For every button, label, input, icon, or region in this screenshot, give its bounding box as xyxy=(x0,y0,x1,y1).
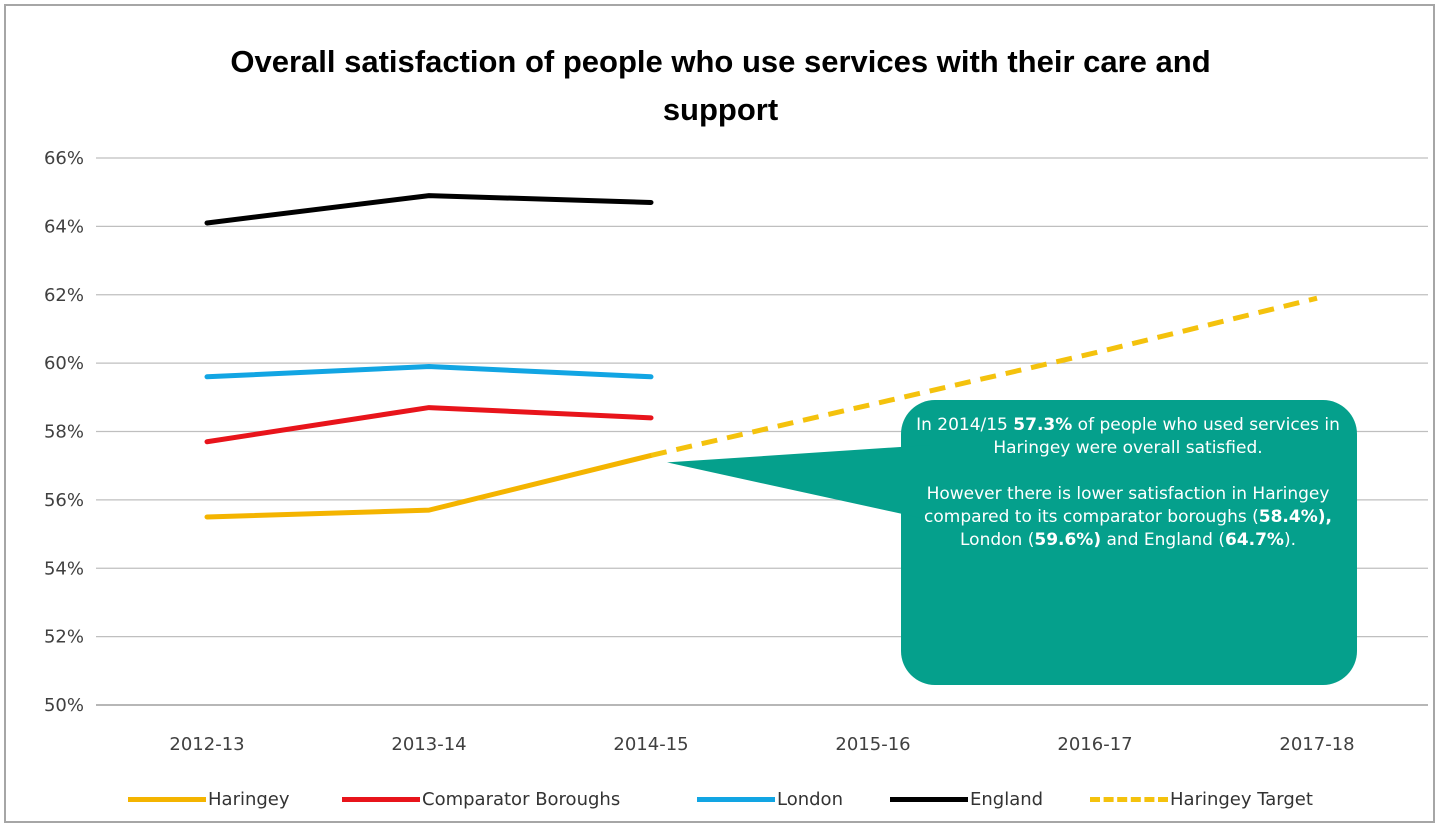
legend-swatch xyxy=(128,796,206,802)
annotation-callout: In 2014/15 57.3% of people who used serv… xyxy=(903,414,1353,552)
legend-item: London xyxy=(697,784,843,814)
legend-label: Haringey Target xyxy=(1170,788,1313,810)
legend-label: Haringey xyxy=(208,788,290,810)
legend-item: Haringey Target xyxy=(1090,784,1313,814)
annotation-text: In 2014/15 xyxy=(916,415,1014,435)
x-tick-label: 2017-18 xyxy=(1279,734,1354,755)
y-tick-label: 58% xyxy=(44,422,84,443)
annotation-highlight: 58.4%), xyxy=(1258,507,1332,527)
legend-swatch xyxy=(1090,796,1168,802)
annotation-highlight: 64.7% xyxy=(1224,530,1284,550)
series-lines xyxy=(204,193,1318,520)
chart-title-line-1: Overall satisfaction of people who use s… xyxy=(230,44,1211,79)
legend-label: England xyxy=(970,788,1044,810)
annotation-paragraph-1: In 2014/15 57.3% of people who used serv… xyxy=(903,414,1353,460)
annotation-highlight: 59.6%) xyxy=(1034,530,1102,550)
y-tick-label: 64% xyxy=(44,216,84,237)
y-tick-label: 54% xyxy=(44,558,84,579)
callout-pointer xyxy=(667,445,930,520)
x-axis-ticks: 2012-13 2013-14 2014-15 2015-16 2016-17 2017-… xyxy=(169,734,1354,755)
annotation-text: of people who used services in Haringey … xyxy=(993,415,1340,458)
chart-title-line-2: support xyxy=(662,92,779,127)
annotation-highlight: 57.3% xyxy=(1013,415,1073,435)
legend-item: Comparator Boroughs xyxy=(342,784,620,814)
chart-legend: Haringey Comparator Boroughs London England… xyxy=(0,784,1441,814)
legend-swatch xyxy=(697,796,775,802)
x-tick-label: 2012-13 xyxy=(169,734,244,755)
y-tick-label: 52% xyxy=(44,627,84,648)
annotation-text: and England ( xyxy=(1101,530,1225,550)
legend-item: England xyxy=(890,784,1043,814)
y-axis-ticks: 50% 52% 54% 56% 58% 60% 62% 64% 66% xyxy=(44,148,84,716)
legend-item: Haringey xyxy=(128,784,290,814)
series-line-england xyxy=(204,193,654,226)
legend-label: London xyxy=(777,788,843,810)
y-tick-label: 66% xyxy=(44,148,84,169)
y-tick-label: 50% xyxy=(44,695,84,716)
annotation-text: London ( xyxy=(960,530,1035,550)
legend-swatch xyxy=(890,796,968,802)
annotation-text: However there is lower satisfaction in H… xyxy=(924,484,1330,527)
annotation-paragraph-2: However there is lower satisfaction in H… xyxy=(903,483,1353,552)
x-tick-label: 2016-17 xyxy=(1057,734,1132,755)
x-tick-label: 2013-14 xyxy=(391,734,466,755)
legend-swatch xyxy=(342,796,420,802)
chart-title: Overall satisfaction of people who use s… xyxy=(0,38,1441,134)
x-tick-label: 2014-15 xyxy=(613,734,688,755)
series-line-comparator-boroughs xyxy=(204,405,654,445)
y-tick-label: 62% xyxy=(44,285,84,306)
legend-label: Comparator Boroughs xyxy=(422,788,621,810)
x-tick-label: 2015-16 xyxy=(835,734,910,755)
series-line-haringey xyxy=(204,452,654,520)
y-tick-label: 56% xyxy=(44,490,84,511)
annotation-text: ). xyxy=(1283,530,1296,550)
series-line-london xyxy=(204,364,654,380)
y-tick-label: 60% xyxy=(44,353,84,374)
series-line-haringey-target xyxy=(650,295,1318,458)
callout-shape xyxy=(667,400,1357,685)
callout-box xyxy=(901,400,1357,685)
